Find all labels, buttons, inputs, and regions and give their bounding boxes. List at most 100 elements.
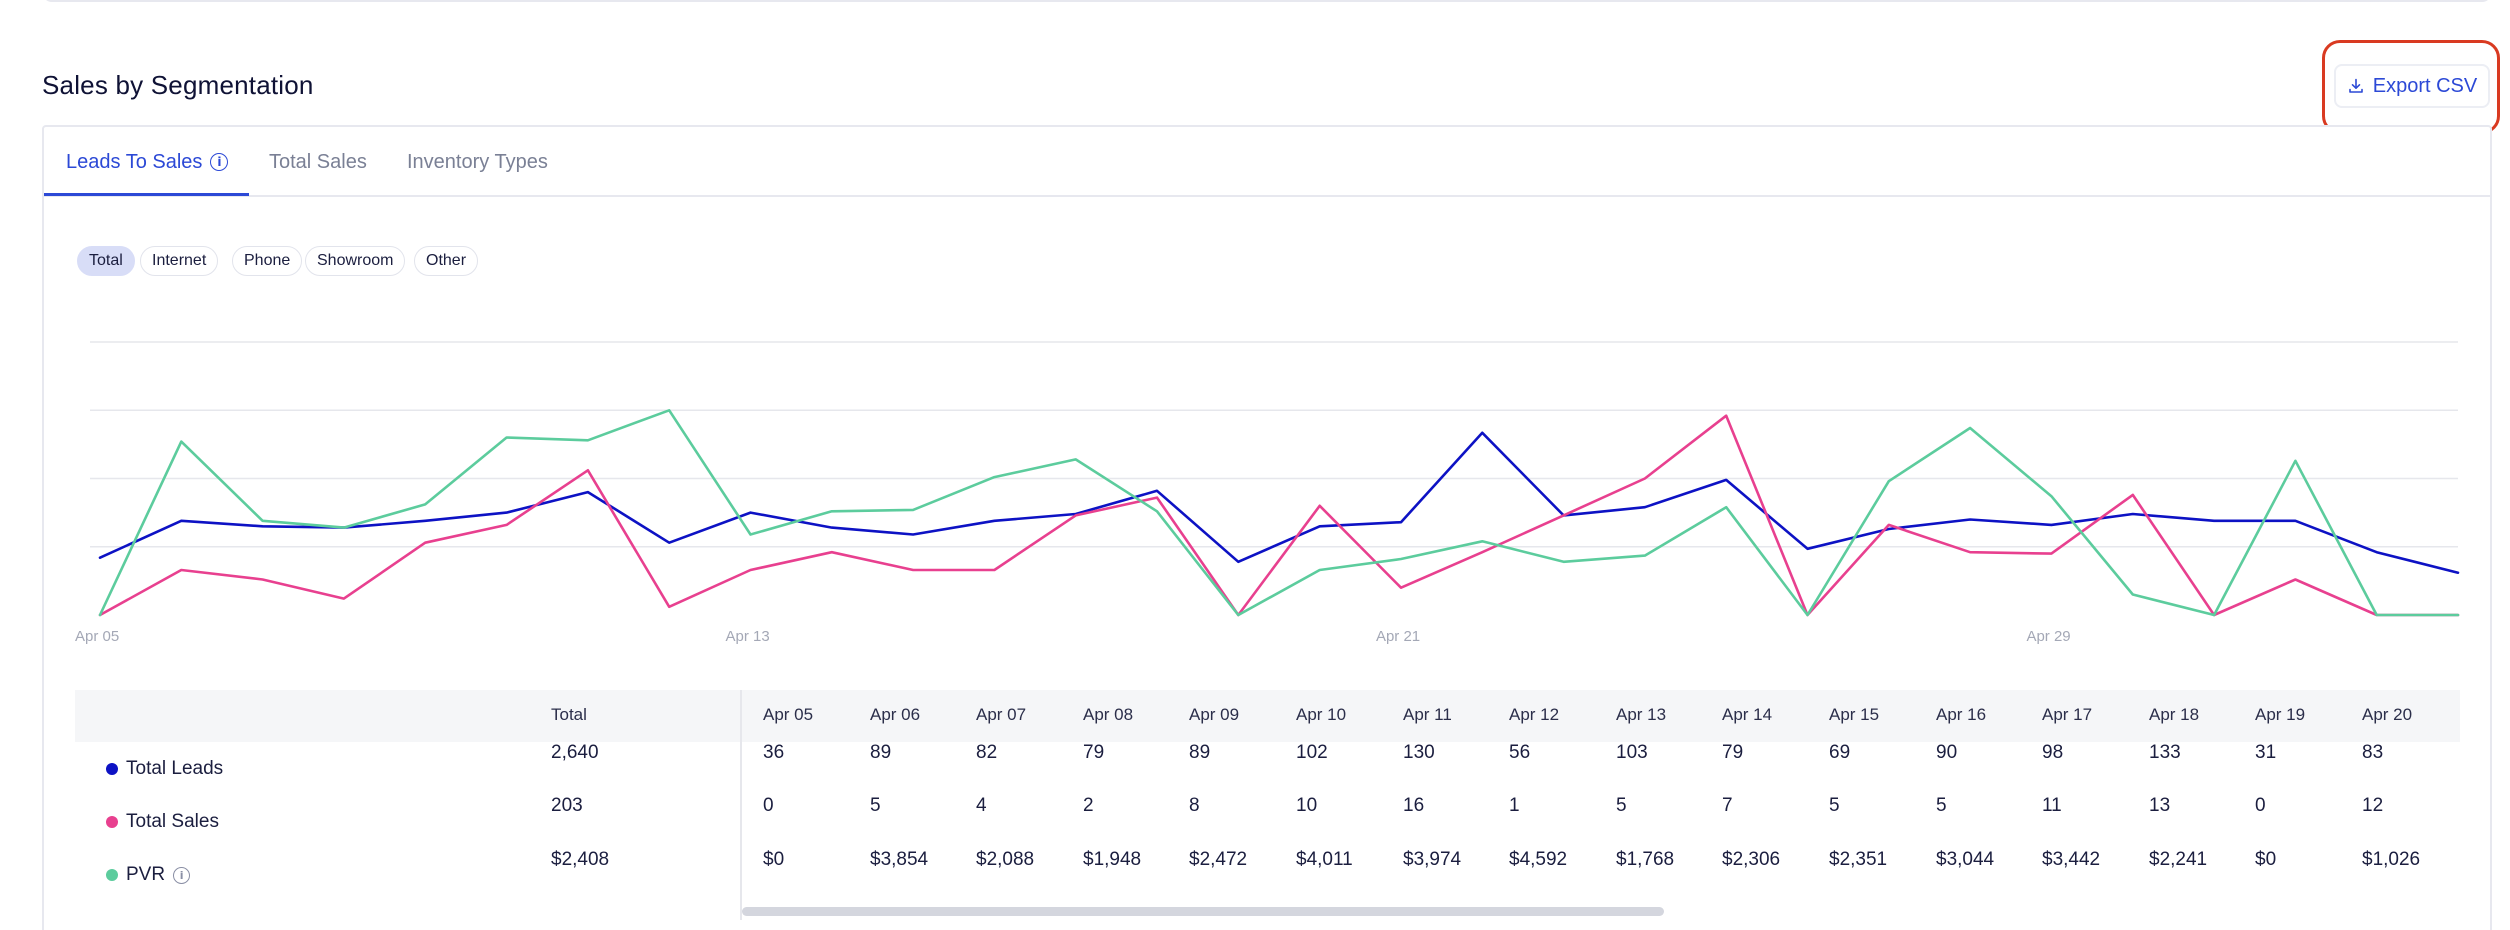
table-cell: 69 (1829, 742, 1851, 763)
table-cell: 5 (1616, 795, 1627, 816)
table-cell: 83 (2362, 742, 2384, 763)
table-cell: 130 (1403, 742, 1435, 763)
tab-label: Inventory Types (407, 150, 548, 173)
table-cell: 79 (1083, 742, 1105, 763)
table-cell: 16 (1403, 795, 1425, 816)
table-cell: 56 (1509, 742, 1531, 763)
table-cell: 10 (1296, 795, 1318, 816)
table-cell: 13 (2149, 795, 2171, 816)
table-cell: 5 (870, 795, 881, 816)
filter-chip-other[interactable]: Other (414, 246, 479, 276)
table-column-divider (740, 690, 742, 920)
info-icon[interactable]: i (210, 153, 229, 171)
table-cell: 8 (1189, 795, 1200, 816)
table-cell: $0 (2255, 849, 2277, 870)
legend-dot (106, 763, 118, 775)
table-cell: 90 (1936, 742, 1958, 763)
table-cell: 89 (1189, 742, 1211, 763)
table-cell: $3,044 (1936, 849, 1995, 870)
header-date: Apr 09 (1189, 705, 1240, 724)
table-cell: 0 (763, 795, 774, 816)
legend-dot (106, 869, 118, 881)
table-cell: $1,768 (1616, 849, 1675, 870)
legend-dot (106, 816, 118, 828)
filter-chip-internet[interactable]: Internet (140, 246, 219, 276)
header-total: Total (551, 705, 587, 724)
filter-chip-showroom[interactable]: Showroom (305, 246, 406, 276)
tab-bar: Leads To Sales i Total Sales Inventory T… (44, 127, 2490, 197)
tab-leads-to-sales[interactable]: Leads To Sales i (66, 127, 229, 197)
download-icon (2348, 78, 2363, 93)
section-title: Sales by Segmentation (42, 70, 314, 100)
header-date: Apr 13 (1616, 705, 1667, 724)
table-cell: 36 (763, 742, 785, 763)
table-cell: 82 (976, 742, 998, 763)
table-cell: 133 (2149, 742, 2181, 763)
header-date: Apr 08 (1083, 705, 1134, 724)
row-label-text: Total Sales (126, 811, 219, 832)
table-cell: $2,241 (2149, 849, 2208, 870)
header-date: Apr 17 (2042, 705, 2093, 724)
table-cell: 31 (2255, 742, 2277, 763)
header-date: Apr 16 (1936, 705, 1987, 724)
table-header (75, 690, 2460, 742)
header-date: Apr 10 (1296, 705, 1347, 724)
info-icon[interactable]: i (173, 866, 191, 884)
table-cell: 102 (1296, 742, 1328, 763)
table-cell: $1,026 (2362, 849, 2421, 870)
table-cell: 4 (976, 795, 987, 816)
header-date: Apr 20 (2362, 705, 2413, 724)
table-cell: $0 (763, 849, 785, 870)
table-cell: $3,974 (1403, 849, 1462, 870)
cell-total: $2,408 (551, 849, 610, 870)
header-date: Apr 05 (763, 705, 814, 724)
table-cell: $2,472 (1189, 849, 1248, 870)
header-date: Apr 07 (976, 705, 1027, 724)
header-date: Apr 18 (2149, 705, 2200, 724)
table-cell: 7 (1722, 795, 1733, 816)
table-horizontal-scrollbar[interactable] (742, 907, 1664, 916)
row-label-text: PVR (126, 864, 166, 885)
row-label-total-sales: Total Sales (106, 811, 219, 833)
segmentation-panel: Leads To Sales i Total Sales Inventory T… (42, 125, 2492, 930)
active-tab-indicator (44, 193, 249, 196)
table-cell: 103 (1616, 742, 1648, 763)
tab-label: Total Sales (269, 150, 367, 173)
previous-card-edge (42, 0, 2492, 2)
row-label-total-leads: Total Leads (106, 758, 223, 780)
header-date: Apr 12 (1509, 705, 1560, 724)
header-date: Apr 11 (1403, 705, 1452, 724)
table-cell: 2 (1083, 795, 1094, 816)
header-date: Apr 14 (1722, 705, 1773, 724)
tab-label: Leads To Sales (66, 150, 203, 173)
table-cell: 89 (870, 742, 892, 763)
table-cell: 5 (1936, 795, 1947, 816)
cell-total: 203 (551, 795, 583, 816)
table-cell: 1 (1509, 795, 1520, 816)
filter-chip-total[interactable]: Total (77, 246, 135, 276)
table-cell: $2,088 (976, 849, 1035, 870)
table-cell: 79 (1722, 742, 1744, 763)
row-label-pvr: PVR i (106, 864, 191, 886)
table-cell: 0 (2255, 795, 2266, 816)
table-cell: 12 (2362, 795, 2384, 816)
tab-total-sales[interactable]: Total Sales (269, 127, 367, 197)
export-csv-button[interactable]: Export CSV (2334, 64, 2490, 108)
table-cell: $2,306 (1722, 849, 1781, 870)
table-cell: $3,854 (870, 849, 929, 870)
table-cell: $2,351 (1829, 849, 1888, 870)
cell-total: 2,640 (551, 742, 599, 763)
tab-inventory-types[interactable]: Inventory Types (407, 127, 548, 197)
table-cell: 11 (2042, 795, 2062, 816)
header-date: Apr 06 (870, 705, 921, 724)
header-date: Apr 15 (1829, 705, 1880, 724)
table-cell: $4,592 (1509, 849, 1568, 870)
table-cell: $3,442 (2042, 849, 2101, 870)
header-date: Apr 19 (2255, 705, 2306, 724)
filter-chip-phone[interactable]: Phone (232, 246, 303, 276)
table-cell: 98 (2042, 742, 2064, 763)
row-label-text: Total Leads (126, 758, 224, 779)
export-csv-label: Export CSV (2372, 74, 2478, 97)
table-cell: 5 (1829, 795, 1840, 816)
table-cell: $4,011 (1296, 849, 1353, 870)
